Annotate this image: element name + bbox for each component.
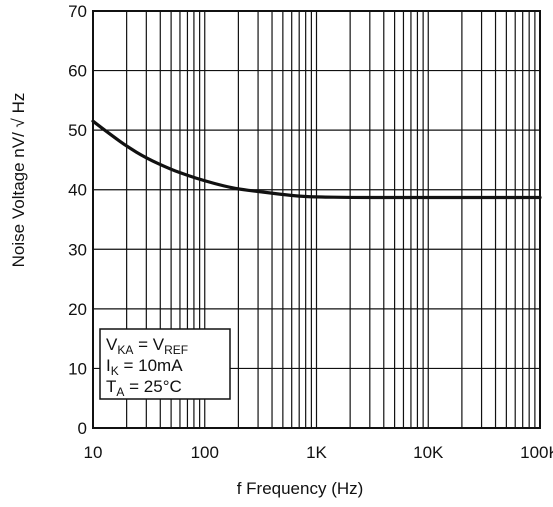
x-tick-label: 1K — [306, 443, 327, 462]
y-tick-label: 40 — [68, 181, 87, 200]
y-tick-label: 20 — [68, 300, 87, 319]
annotation-line: TA = 25°C — [106, 377, 182, 399]
x-tick-label: 100 — [191, 443, 219, 462]
y-tick-label: 50 — [68, 121, 87, 140]
y-tick-label: 60 — [68, 62, 87, 81]
y-tick-label: 0 — [78, 419, 87, 438]
y-axis-label: Noise Voltage nV/ √ Hz — [9, 93, 28, 268]
plot-frame — [92, 10, 541, 429]
y-tick-label: 10 — [68, 359, 87, 378]
annotation-frame — [99, 328, 231, 400]
annotation-line: VKA = VREF — [106, 335, 188, 357]
y-tick-label: 70 — [68, 2, 87, 21]
curve-layer — [91, 119, 542, 200]
y-tick-labels: 0 10 20 30 40 50 60 70 — [68, 2, 87, 438]
noise-voltage-curve — [91, 119, 542, 200]
x-tick-label: 10K — [413, 443, 444, 462]
y-tick-label: 30 — [68, 240, 87, 259]
x-axis-label: f Frequency (Hz) — [237, 479, 364, 498]
x-tick-label: 10 — [84, 443, 103, 462]
x-tick-label: 100K — [520, 443, 553, 462]
x-tick-labels: 10 100 1K 10K 100K — [84, 443, 553, 462]
annotation-line: IK = 10mA — [106, 356, 183, 378]
